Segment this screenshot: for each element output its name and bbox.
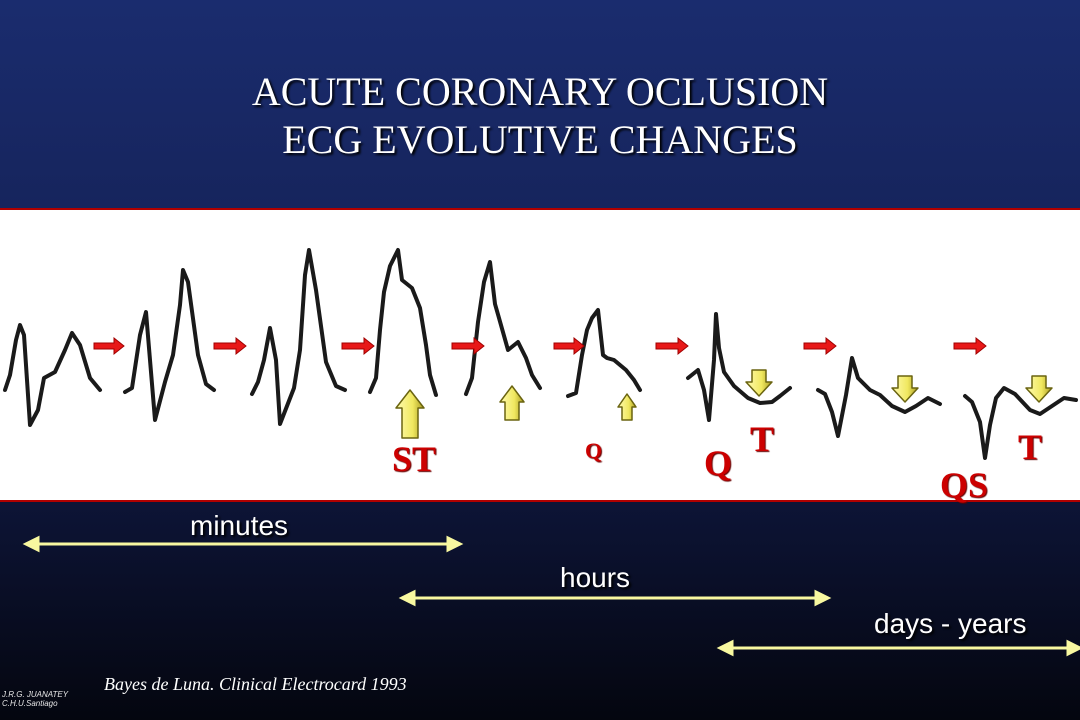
ecg-complex-3 [250, 248, 347, 426]
red-arrow-icon [655, 336, 689, 356]
title-line-1: ACUTE CORONARY OCLUSION [251, 69, 829, 114]
days-years-right-arrowhead [1066, 639, 1080, 657]
ecg-complex-7 [686, 312, 792, 422]
hours-left-arrowhead [398, 589, 416, 607]
down-arrow-icon [891, 375, 919, 403]
ecg-complex-9 [963, 386, 1078, 460]
up-arrow-icon [395, 389, 425, 439]
down-arrow-icon [1025, 375, 1053, 403]
down-arrow-icon [745, 369, 773, 397]
label-qs: QS [940, 465, 989, 505]
red-arrow-icon [341, 336, 375, 356]
red-arrow-icon [93, 336, 125, 356]
ecg-complex-8 [816, 356, 942, 438]
label-t-last: T [1018, 427, 1043, 467]
citation: Bayes de Luna. Clinical Electrocard 1993 [104, 674, 407, 694]
author-watermark: J.R.G. JUANATEY C.H.U.Santiago [2, 690, 68, 708]
red-arrow-icon [553, 336, 585, 356]
watermark-line-1: J.R.G. JUANATEY [2, 690, 69, 699]
ecg-diagram [3, 248, 1078, 460]
timeline-label-days-years: days - years [874, 608, 1027, 639]
ecg-complex-5 [464, 260, 542, 396]
ecg-complex-6 [566, 308, 642, 398]
up-arrow-icon [617, 393, 637, 421]
label-q: Q [704, 443, 733, 483]
timeline-label-hours: hours [560, 562, 631, 593]
title-line-2: ECG EVOLUTIVE CHANGES [282, 117, 798, 162]
timeline-label-minutes: minutes [190, 510, 289, 541]
red-arrow-icon [953, 336, 987, 356]
ecg-complex-1 [3, 323, 102, 427]
ecg-complex-4 [368, 248, 438, 397]
red-arrow-icon [803, 336, 837, 356]
days-years-left-arrowhead [716, 639, 734, 657]
label-st: ST [392, 439, 437, 479]
hours-right-arrowhead [814, 589, 832, 607]
minutes-left-arrowhead [22, 535, 40, 553]
up-arrow-icon [499, 385, 525, 421]
red-arrow-icon [451, 336, 485, 356]
label-t-first: T [750, 419, 775, 459]
red-arrow-icon [213, 336, 247, 356]
ecg-complex-2 [123, 268, 216, 422]
timeline [22, 535, 1080, 657]
label-q-small: Q [585, 438, 603, 463]
minutes-right-arrowhead [446, 535, 464, 553]
watermark-line-2: C.H.U.Santiago [2, 699, 58, 708]
ecg-panel: ST Q Q T QS T [0, 208, 1080, 505]
